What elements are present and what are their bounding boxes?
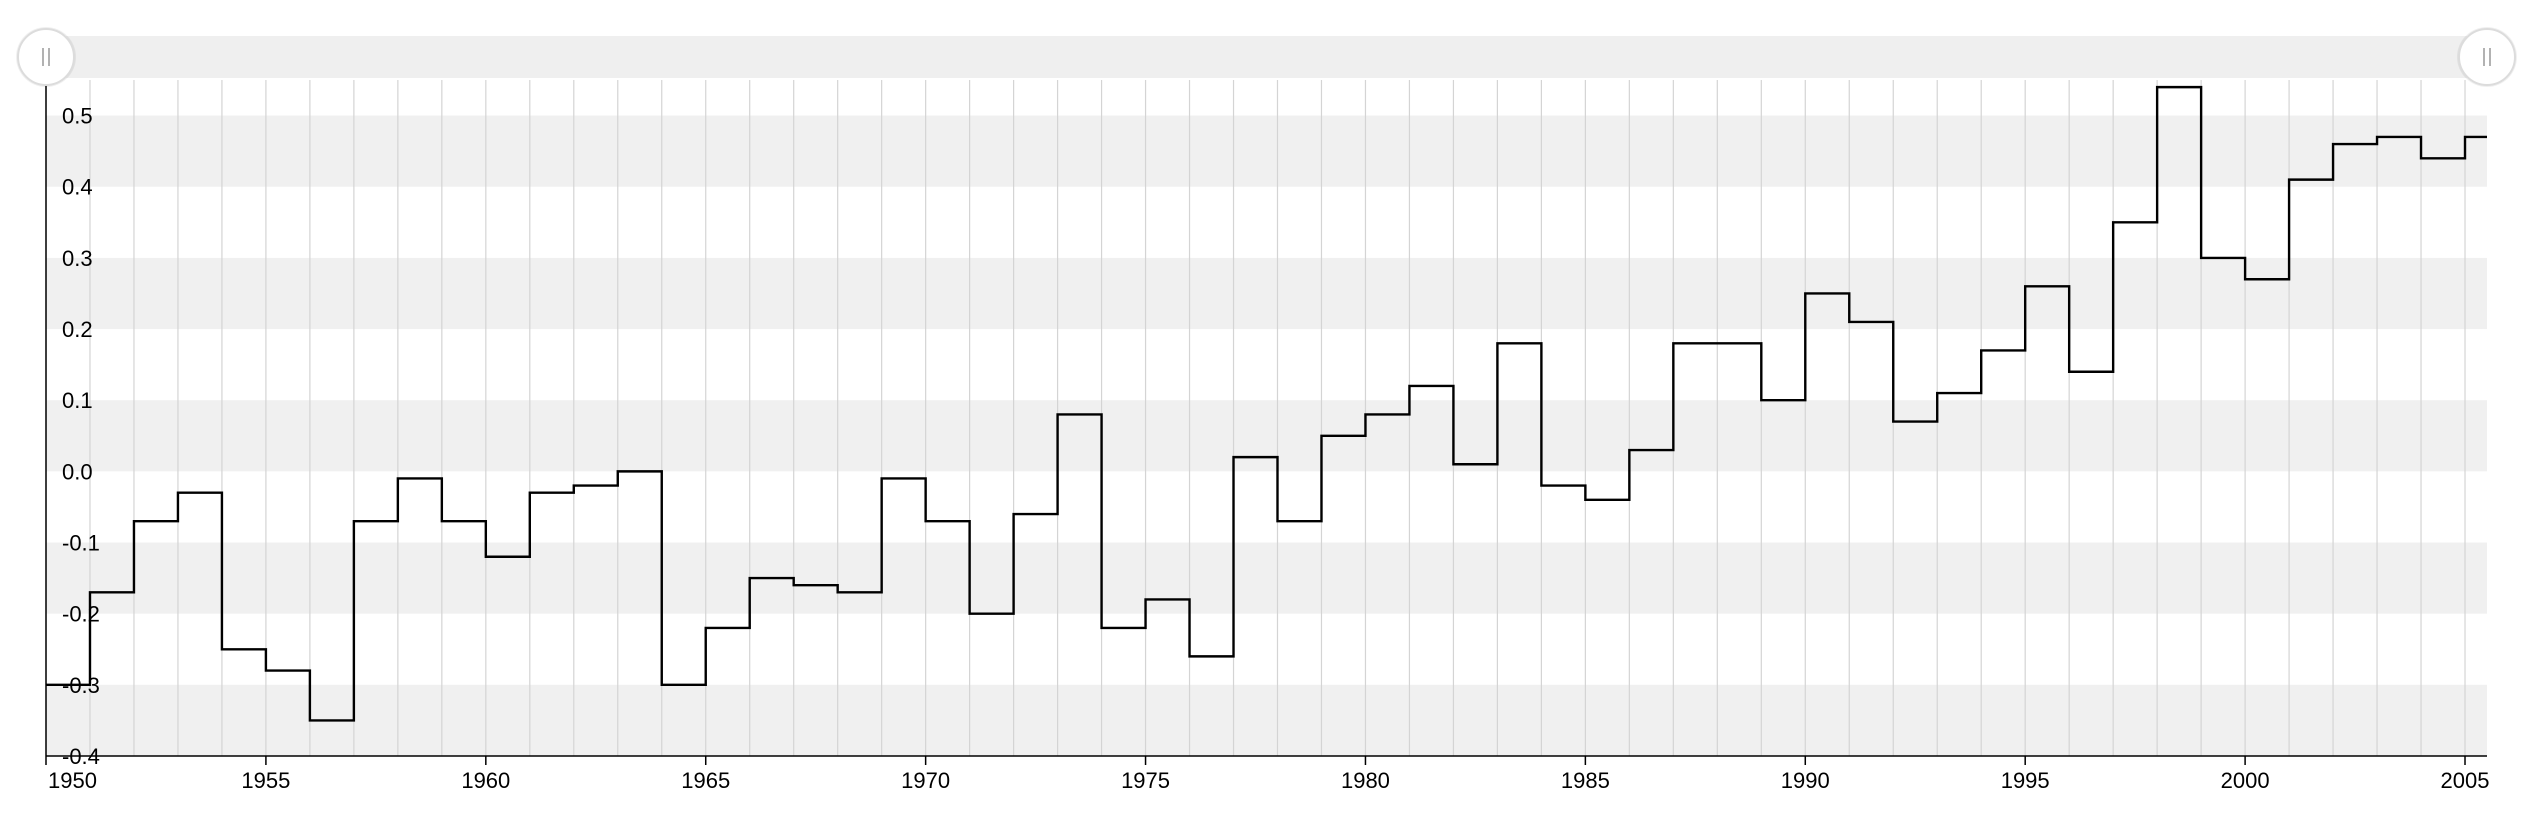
x-tick-label: 1990 (1781, 768, 1830, 793)
y-tick-label: 0.3 (62, 246, 93, 271)
range-handle-circle (17, 28, 75, 86)
x-tick-label: 2000 (2221, 768, 2270, 793)
range-handle-left[interactable] (16, 27, 76, 87)
y-tick-label: -0.4 (62, 744, 100, 769)
background-band (46, 400, 2487, 472)
y-tick-label: 0.1 (62, 388, 93, 413)
x-tick-label: 1965 (681, 768, 730, 793)
series-layer (46, 85, 2487, 722)
x-tick-label: 2005 (2441, 768, 2490, 793)
x-tick-label: 1970 (901, 768, 950, 793)
range-slider[interactable] (16, 27, 2517, 87)
series-line-0 (46, 85, 2487, 722)
y-tick-label: -0.3 (62, 673, 100, 698)
y-tick-label: -0.1 (62, 531, 100, 556)
x-tick-label: 1980 (1341, 768, 1390, 793)
y-tick-label: 0.4 (62, 175, 93, 200)
x-axis: 1950 1955 1960 1965 1970 1975 1980 1985 1990 1995… (45, 755, 2490, 793)
x-tick-label: 1950 (48, 768, 97, 793)
y-axis: -0.4 -0.3 -0.2 -0.1 0.0 0.1 0.2 0.3 0.4 0.5 (45, 70, 100, 769)
x-tick-label: 1995 (2001, 768, 2050, 793)
range-handle-right[interactable] (2457, 27, 2517, 87)
y-tick-label: -0.2 (62, 602, 100, 627)
x-tick-label: 1960 (461, 768, 510, 793)
range-handle-circle (2458, 28, 2516, 86)
background-band (46, 257, 2487, 330)
x-tick-label: 1955 (241, 768, 290, 793)
x-tick-label: 1985 (1561, 768, 1610, 793)
x-tick-label: 1975 (1121, 768, 1170, 793)
y-tick-label: 0.2 (62, 317, 93, 342)
y-tick-label: 0.5 (62, 104, 93, 129)
range-slider-track[interactable] (46, 36, 2487, 78)
background-band (46, 115, 2487, 187)
background-bands (46, 115, 2487, 756)
y-tick-label: 0.0 (62, 459, 93, 484)
background-band (46, 542, 2487, 614)
background-band (46, 684, 2487, 756)
